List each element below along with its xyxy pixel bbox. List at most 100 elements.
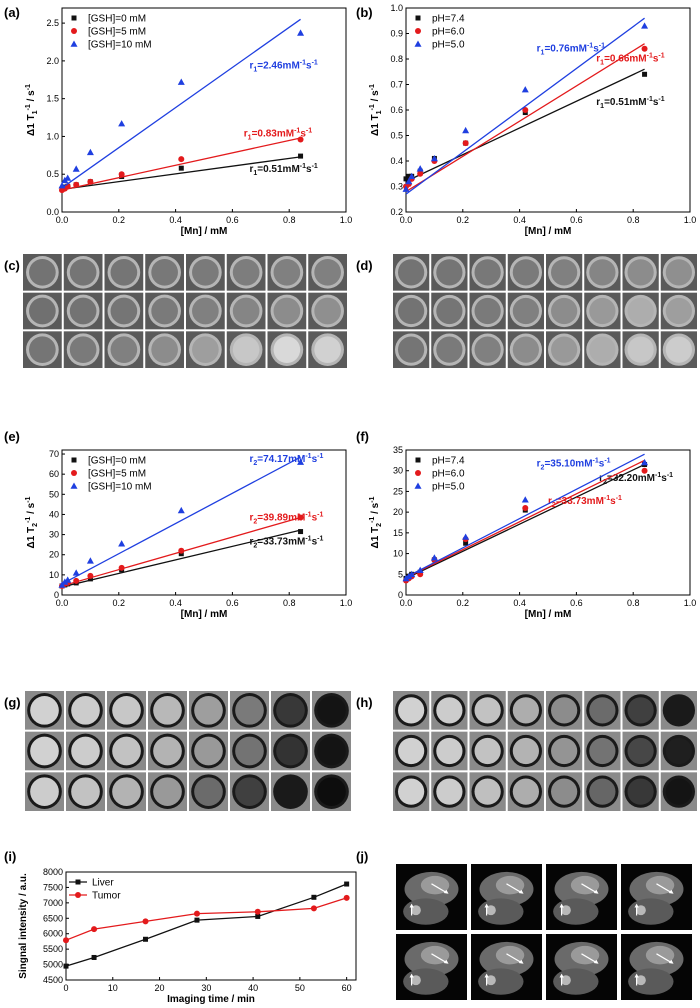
mri-image — [471, 864, 542, 930]
legend-marker — [70, 482, 78, 489]
mri-body-lower — [553, 898, 599, 925]
slope-annotation-part: r — [249, 60, 253, 71]
phantom-tube-sample — [512, 259, 539, 286]
legend-label: Tumor — [92, 891, 121, 902]
legend: [GSH]=0 mM [GSH]=5 mM [GSH]=10 mM — [70, 456, 152, 493]
data-point — [86, 557, 94, 564]
slope-annotation-part: r — [537, 459, 541, 470]
slope-annotation-part: 1 — [600, 103, 604, 110]
arrow-liver-head — [443, 959, 449, 964]
data-point — [462, 533, 470, 540]
slope-annotation-part: -1 — [305, 536, 311, 543]
y-tick-label: 2.5 — [46, 18, 59, 28]
phantom-tube-sample — [512, 697, 539, 724]
y-axis-title-main: Δ1 T — [26, 114, 37, 136]
phantom-tube-sample — [665, 697, 692, 724]
y-tick-label: 0 — [398, 590, 403, 600]
mri-tumor — [635, 975, 646, 986]
y-tick-label: 0.2 — [390, 207, 403, 217]
x-axis-title: [Mn] / mM — [181, 609, 228, 620]
arrow-liver — [656, 953, 673, 964]
slope-annotation-part: =74.17mM — [257, 454, 305, 465]
phantom-tube-sample — [276, 777, 305, 807]
arrow-liver — [581, 953, 598, 964]
arrow-liver-head — [668, 889, 674, 894]
slope-annotation-part: -1 — [312, 59, 318, 66]
data-point — [73, 577, 80, 584]
slope-annotation-part: s — [312, 454, 318, 465]
slope-annotation-part: 2 — [253, 518, 257, 525]
phantom-tube-sample — [398, 778, 425, 805]
phantom-tube-sample — [151, 259, 178, 286]
data-point — [430, 554, 438, 561]
phantom-tube-sample — [273, 336, 301, 363]
phantom-tube-sample — [314, 336, 341, 363]
data-point — [641, 458, 649, 466]
data-point — [63, 963, 69, 969]
data-point — [194, 917, 200, 923]
slope-annotation-part: =0.66mM — [604, 54, 647, 65]
phantom-tube-sample — [665, 259, 692, 286]
slope-annotation-part: -1 — [616, 495, 622, 502]
mri-image — [621, 934, 692, 1000]
plot-frame — [61, 449, 347, 596]
phantom-tube-sample — [551, 297, 578, 325]
mri-grid-j — [396, 864, 692, 1000]
data-point — [177, 78, 185, 85]
legend-marker — [75, 892, 81, 898]
data-point — [521, 496, 529, 503]
legend-marker — [415, 470, 421, 476]
data-point — [64, 576, 72, 583]
slope-annotation-part: s — [593, 43, 599, 54]
mri-image — [396, 864, 467, 930]
y-tick-label: 7000 — [43, 898, 63, 908]
y-axis-title-tail-sup: -1 — [369, 84, 376, 90]
legend-label: Liver — [92, 878, 114, 889]
x-tick-label: 50 — [295, 983, 305, 993]
phantom-tube-sample — [398, 697, 425, 724]
phantom-tube-sample — [627, 259, 654, 286]
phantom-tube-sample — [398, 336, 425, 363]
fit-line — [405, 68, 645, 182]
slope-annotation-part: -1 — [658, 53, 664, 60]
slope-annotation-part: -1 — [593, 458, 599, 465]
phantom-tube-sample — [112, 736, 141, 766]
chart-i: 0 10 20 30 40 50 60 4500 5000 5500 6000 6500 7000 750… — [18, 867, 357, 1005]
data-point — [91, 954, 97, 960]
data-point — [522, 107, 529, 113]
data-point — [178, 547, 185, 554]
slope-annotation-part: s — [312, 537, 318, 548]
mri-tumor — [560, 975, 571, 986]
phantom-tube-sample — [71, 777, 100, 807]
y-axis-title: Singnal intensity / a.u. — [18, 873, 29, 979]
x-tick-label: 10 — [108, 983, 118, 993]
arrow-tumor-head — [634, 973, 639, 978]
slope-annotation-part: r — [249, 164, 253, 175]
x-axis-title: [Mn] / mM — [181, 226, 228, 237]
series-2: r1=2.46mM-1s-1 — [58, 18, 318, 189]
fit-line — [405, 459, 645, 579]
y-tick-label: 7500 — [43, 882, 63, 892]
phantom-tube-sample — [665, 778, 692, 805]
phantom-tube-sample — [153, 696, 182, 725]
slope-annotation-part: r — [249, 512, 253, 523]
phantom-tube-sample — [512, 737, 539, 765]
fit-line — [405, 43, 645, 193]
slope-annotation-part: s — [610, 496, 616, 507]
slope-annotation: r1=2.46mM-1s-1 — [249, 59, 317, 73]
x-axis-title: [Mn] / mM — [525, 226, 572, 237]
panel-label-c: (c) — [4, 258, 20, 273]
phantom-tube-sample — [30, 696, 59, 725]
phantom-tube-sample — [512, 336, 539, 363]
phantom-tube-sample — [589, 336, 616, 363]
arrow-liver — [506, 953, 523, 964]
phantom-tube-sample — [627, 778, 654, 805]
arrow-liver — [581, 883, 598, 894]
phantom-tube-sample — [276, 696, 305, 725]
phantom-tube-sample — [436, 336, 463, 363]
y-tick-label: 0.5 — [46, 169, 59, 179]
y-axis-title: Δ1 T2-1 / s-1 — [369, 496, 383, 548]
phantom-tube-sample — [232, 336, 260, 363]
series-0: r1=0.51mM-1s-1 — [403, 68, 665, 182]
